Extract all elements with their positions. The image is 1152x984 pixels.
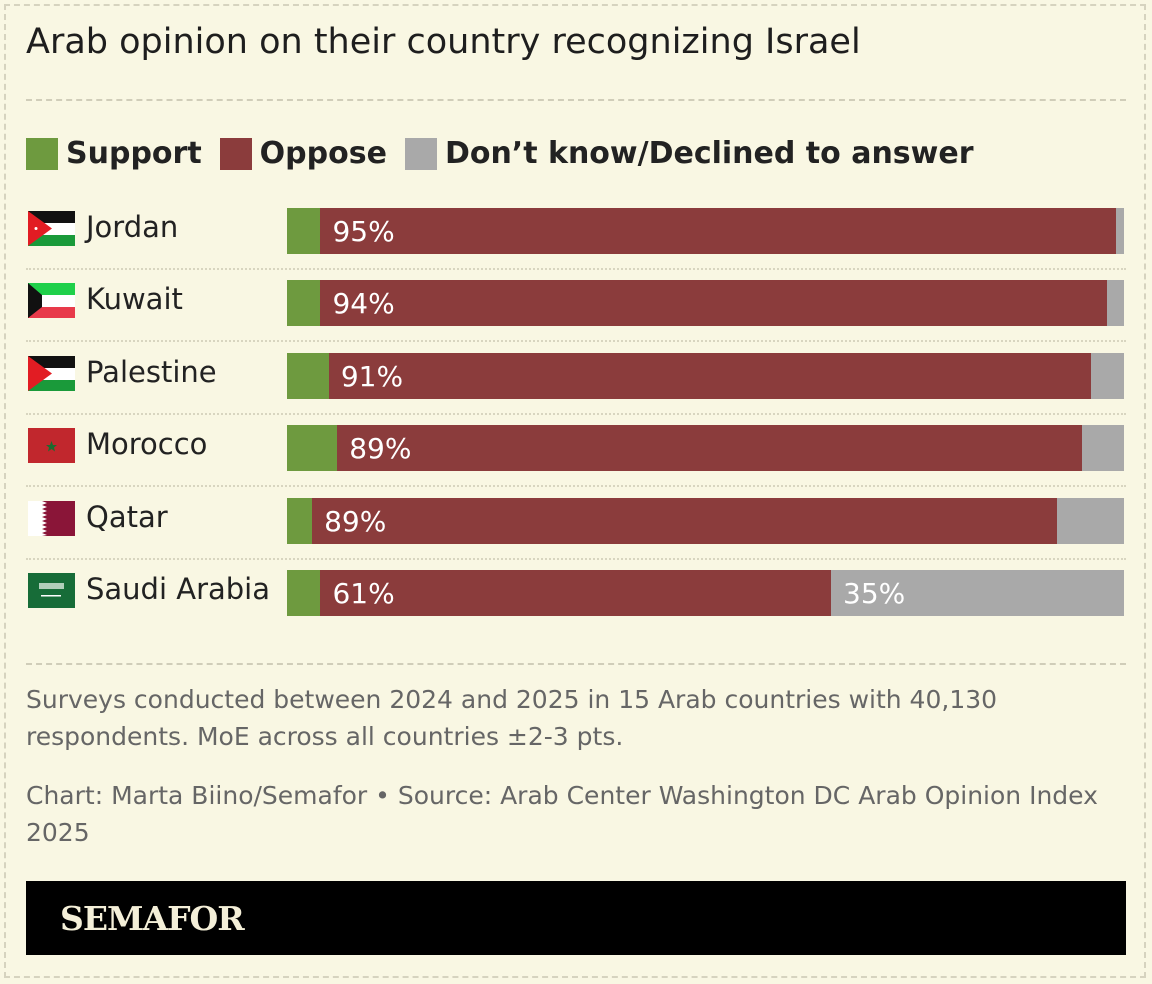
bar-segment-don — [1090, 352, 1124, 399]
divider — [26, 663, 1126, 665]
bar-row-palestine: Palestine 91% — [26, 352, 1126, 399]
data-label: 91% — [340, 359, 404, 393]
bar-segment-don — [1082, 425, 1124, 472]
row-divider — [26, 485, 1126, 488]
bar-segment-support — [287, 208, 321, 254]
kuwait-flag-icon — [28, 283, 75, 319]
stacked-bar: 61% 35% — [287, 570, 1124, 616]
category-label: Jordan — [86, 210, 179, 244]
data-label: 35% — [843, 577, 906, 610]
category-label: Qatar — [86, 499, 168, 534]
legend-swatch-support — [26, 137, 58, 170]
stacked-bar: 89% — [287, 497, 1124, 544]
legend: Support Oppose Don’t know/Declined to an… — [26, 136, 992, 171]
bar-segment-don: 35% — [831, 570, 1124, 616]
bar-segment-oppose: 61% — [320, 570, 832, 616]
chart-source: Chart: Marta Biino/Semafor • Source: Ara… — [26, 781, 1098, 847]
legend-label: Don’t know/Declined to answer — [444, 136, 974, 171]
legend-label: Oppose — [259, 136, 387, 171]
bar-row-saudi-arabia: Saudi Arabia 61% 35% — [26, 570, 1126, 616]
bar-segment-support — [287, 497, 313, 544]
morocco-flag-icon — [28, 428, 75, 464]
palestine-flag-icon — [28, 355, 75, 391]
bar-segment-don — [1107, 280, 1124, 327]
category-label: Saudi Arabia — [86, 572, 271, 606]
row-divider — [26, 412, 1126, 415]
data-label: 94% — [332, 287, 395, 321]
legend-item-oppose: Oppose — [219, 136, 387, 171]
data-label: 61% — [332, 577, 395, 610]
category-label: Morocco — [86, 427, 208, 462]
bar-segment-support — [287, 352, 329, 399]
chart-title: Arab opinion on their country recognizin… — [26, 22, 861, 62]
semafor-logo: SEMAFOR — [60, 899, 245, 938]
stacked-bar: 89% — [287, 425, 1124, 472]
category-label: Palestine — [86, 354, 217, 389]
legend-swatch-oppose — [219, 137, 252, 170]
row-divider — [26, 340, 1126, 343]
data-label: 95% — [332, 215, 395, 248]
legend-item-dont-know: Don’t know/Declined to answer — [404, 136, 974, 171]
legend-swatch-dont-know — [404, 137, 437, 170]
bar-segment-support — [287, 570, 321, 616]
data-label: 89% — [349, 432, 412, 466]
bar-segment-oppose: 91% — [328, 352, 1091, 399]
chart-description: Surveys conducted between 2024 and 2025 … — [26, 685, 998, 751]
bar-segment-don — [1057, 497, 1124, 544]
stacked-bar: 95% — [287, 208, 1124, 254]
bar-row-morocco: Morocco 89% — [26, 425, 1126, 472]
bar-segment-support — [287, 425, 338, 472]
legend-item-support: Support — [26, 136, 202, 171]
data-label: 89% — [324, 504, 387, 538]
bar-segment-oppose: 95% — [320, 208, 1116, 254]
jordan-flag-icon — [28, 211, 75, 246]
bar-row-kuwait: Kuwait 94% — [26, 280, 1126, 327]
legend-label: Support — [66, 136, 202, 171]
qatar-flag-icon — [28, 500, 75, 536]
saudi-arabia-flag-icon — [28, 573, 75, 608]
bar-segment-support — [287, 280, 321, 327]
bar-segment-oppose: 89% — [312, 497, 1058, 544]
bar-row-qatar: Qatar 89% — [26, 497, 1126, 544]
row-divider — [26, 557, 1126, 560]
chart-frame — [4, 4, 1146, 978]
stacked-bar: 94% — [287, 280, 1124, 327]
divider — [26, 99, 1126, 101]
bar-row-jordan: Jordan 95% — [26, 208, 1126, 254]
bar-segment-oppose: 94% — [320, 280, 1108, 327]
row-divider — [26, 268, 1126, 270]
stacked-bar: 91% — [287, 352, 1124, 399]
category-label: Kuwait — [86, 282, 183, 317]
bar-segment-don — [1115, 208, 1124, 254]
footer-bar: SEMAFOR — [26, 881, 1126, 955]
bar-segment-oppose: 89% — [337, 425, 1083, 472]
